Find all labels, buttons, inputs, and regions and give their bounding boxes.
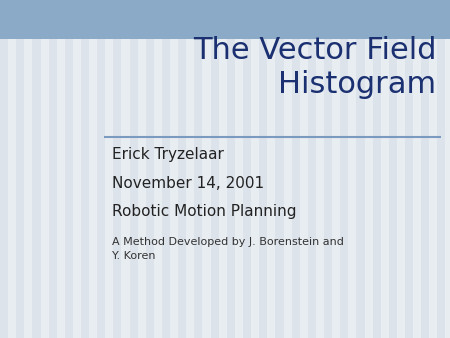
Bar <box>348 0 356 338</box>
Bar <box>259 0 267 338</box>
Bar <box>24 0 32 338</box>
Bar <box>284 0 292 338</box>
Bar <box>40 0 49 338</box>
Bar <box>65 0 73 338</box>
Bar <box>381 0 389 338</box>
Bar <box>89 0 97 338</box>
Bar <box>243 0 251 338</box>
Bar <box>178 0 186 338</box>
Bar <box>219 0 227 338</box>
Bar <box>105 0 113 338</box>
Bar <box>0 0 8 338</box>
Bar <box>73 0 81 338</box>
Text: Robotic Motion Planning: Robotic Motion Planning <box>112 204 297 219</box>
Bar <box>113 0 122 338</box>
Bar <box>300 0 308 338</box>
Bar <box>275 0 284 338</box>
Bar <box>397 0 405 338</box>
Bar <box>316 0 324 338</box>
Bar <box>356 0 365 338</box>
Bar <box>170 0 178 338</box>
Bar <box>8 0 16 338</box>
Bar <box>32 0 40 338</box>
Bar <box>324 0 332 338</box>
Bar <box>16 0 24 338</box>
Bar <box>421 0 429 338</box>
Bar <box>405 0 413 338</box>
Text: A Method Developed by J. Borenstein and
Y. Koren: A Method Developed by J. Borenstein and … <box>112 237 344 261</box>
Bar <box>130 0 138 338</box>
Bar <box>49 0 57 338</box>
Bar <box>429 0 437 338</box>
Text: Erick Tryzelaar: Erick Tryzelaar <box>112 147 225 162</box>
Bar <box>186 0 194 338</box>
Bar <box>308 0 316 338</box>
Bar <box>146 0 154 338</box>
Bar <box>251 0 259 338</box>
Bar <box>235 0 243 338</box>
Bar <box>211 0 219 338</box>
Bar <box>413 0 421 338</box>
Bar <box>332 0 340 338</box>
Bar <box>373 0 381 338</box>
Bar <box>97 0 105 338</box>
Bar <box>202 0 211 338</box>
Bar <box>227 0 235 338</box>
Bar <box>0 0 450 39</box>
Bar <box>57 0 65 338</box>
Bar <box>437 0 446 338</box>
Bar <box>267 0 275 338</box>
Bar <box>162 0 170 338</box>
Bar <box>194 0 202 338</box>
Bar <box>122 0 130 338</box>
Bar <box>389 0 397 338</box>
Text: The Vector Field
Histogram: The Vector Field Histogram <box>193 36 436 99</box>
Bar <box>364 0 373 338</box>
Text: November 14, 2001: November 14, 2001 <box>112 176 265 191</box>
Bar <box>446 0 450 338</box>
Bar <box>154 0 162 338</box>
Bar <box>138 0 146 338</box>
Bar <box>340 0 348 338</box>
Bar <box>81 0 89 338</box>
Bar <box>292 0 300 338</box>
